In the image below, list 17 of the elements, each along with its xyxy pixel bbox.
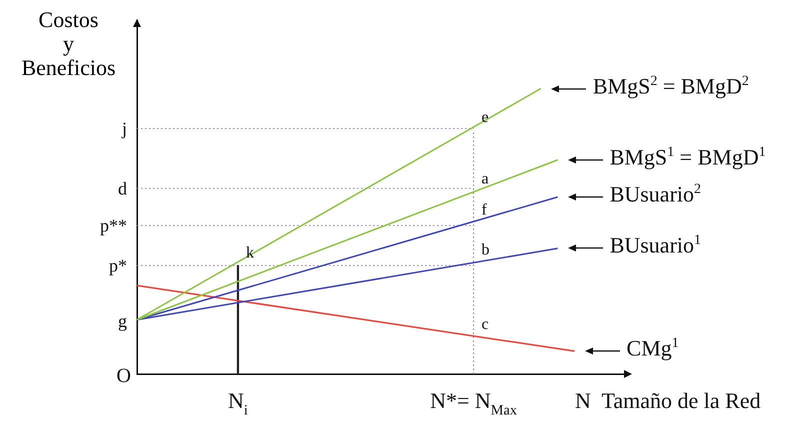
annotation: a: [482, 170, 489, 188]
text: O: [116, 365, 132, 387]
annotation: c: [482, 316, 489, 333]
text: BMgS$^{1}$ = BMgD$^{1}$: [610, 144, 766, 170]
text: BUsuario$^{2}$: [610, 181, 702, 206]
text: CMg$^{1}$: [626, 335, 679, 360]
annotation: f: [482, 202, 488, 219]
text: g: [118, 310, 127, 331]
ref-line-label: p*: [109, 256, 127, 276]
ref-line-label: d: [118, 178, 127, 198]
ref-line-label: p**: [100, 216, 127, 236]
text: BUsuario$^{1}$: [610, 232, 702, 258]
text: BMgS$^{2}$ = BMgD$^{2}$: [592, 72, 749, 98]
x-axis-title: N Tamaño de la Red: [575, 388, 761, 413]
y-axis-title: Costos y Beneficios: [20, 7, 117, 81]
ref-line-label: j: [121, 118, 128, 138]
annotation: b: [482, 242, 490, 259]
